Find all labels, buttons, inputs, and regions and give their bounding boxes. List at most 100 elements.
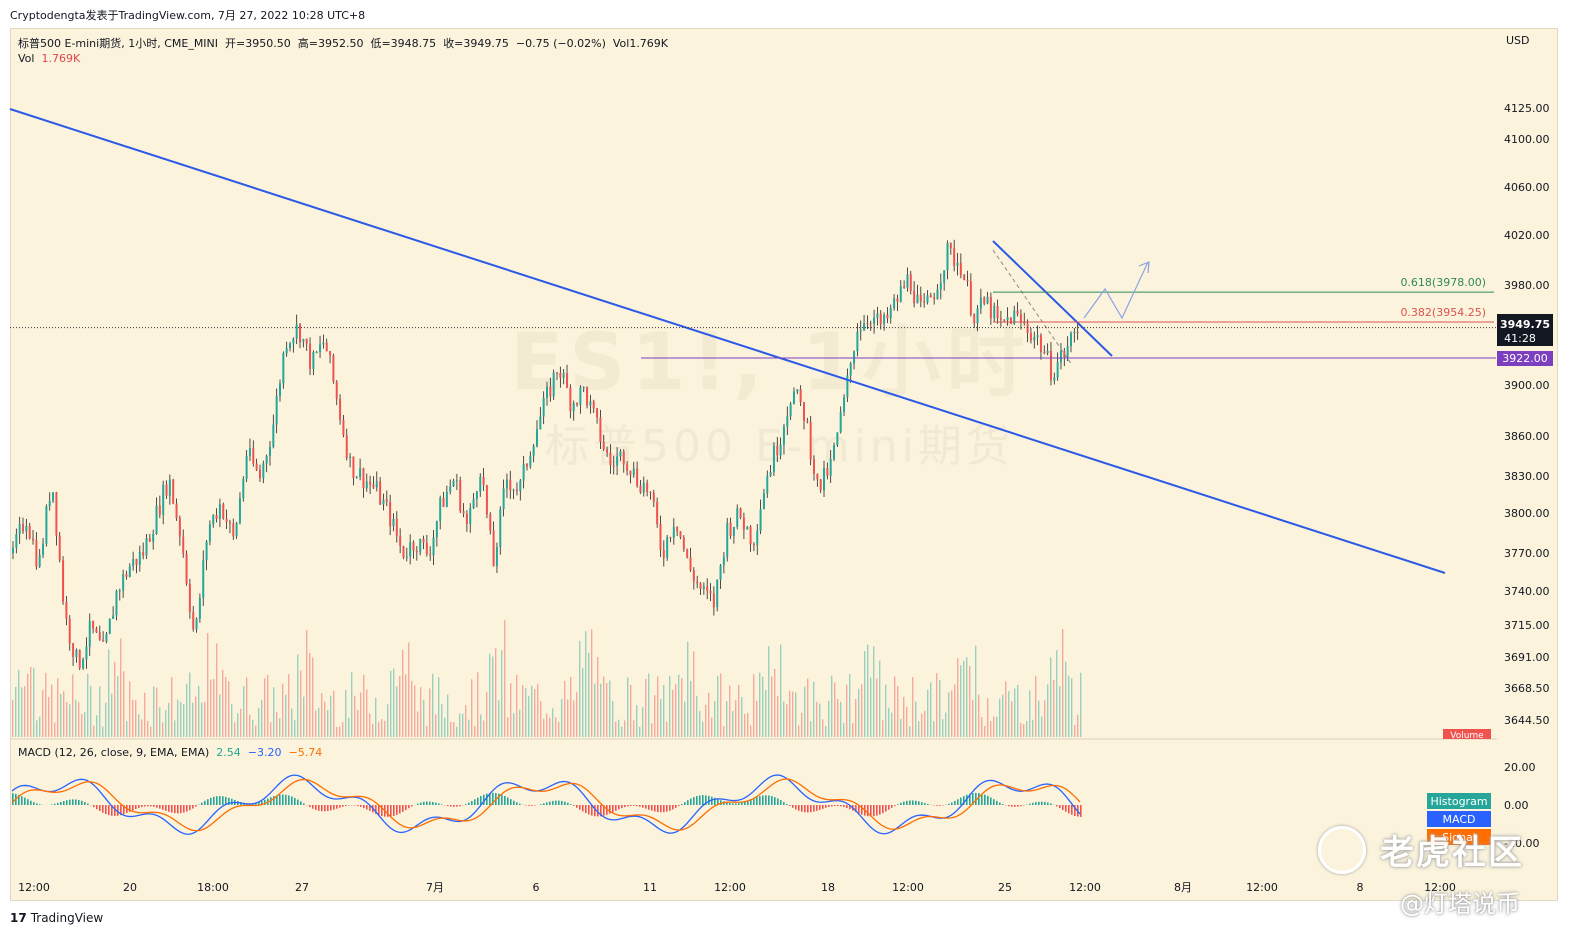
- macd-histogram-bar: [789, 805, 791, 806]
- macd-legend-box: [1427, 829, 1491, 845]
- volume-bar: [786, 704, 788, 737]
- volume-bar: [480, 714, 482, 737]
- volume-bar: [318, 707, 320, 737]
- macd-histogram-bar: [417, 803, 419, 805]
- macd-histogram-bar: [720, 800, 722, 805]
- volume-bar: [801, 712, 803, 737]
- volume-bar: [846, 684, 848, 737]
- macd-histogram-bar: [330, 805, 332, 811]
- macd-histogram-bar: [159, 805, 161, 809]
- candle-body: [626, 464, 629, 471]
- volume-bar: [903, 696, 905, 737]
- volume-bar: [225, 677, 227, 737]
- macd-histogram-bar: [807, 805, 809, 813]
- volume-bar: [1011, 701, 1013, 737]
- volume-bar: [108, 649, 110, 737]
- volume-bar: [1008, 691, 1010, 737]
- macd-histogram-bar: [75, 799, 77, 805]
- candle-body: [195, 618, 198, 630]
- candle-body: [976, 308, 979, 324]
- volume-bar: [933, 721, 935, 737]
- volume-bar: [942, 719, 944, 737]
- volume-bar: [360, 692, 362, 737]
- volume-bar: [774, 669, 776, 737]
- candle-body: [619, 451, 622, 457]
- volume-bar: [876, 678, 878, 737]
- candle-body: [322, 342, 325, 345]
- candle-body: [479, 476, 482, 492]
- volume-bar: [273, 687, 275, 737]
- macd-histogram-bar: [741, 802, 743, 805]
- macd-histogram-bar: [195, 805, 197, 807]
- volume-bar: [399, 676, 401, 737]
- candle-body: [873, 317, 876, 324]
- candle-body: [22, 524, 25, 532]
- volume-bar: [684, 701, 686, 737]
- volume-bar: [519, 709, 521, 737]
- macd-histogram-bar: [738, 803, 740, 805]
- candle-body: [679, 531, 682, 538]
- volume-bar: [636, 705, 638, 737]
- candle-body: [999, 318, 1002, 320]
- macd-histogram-bar: [978, 793, 980, 805]
- volume-bar: [27, 673, 29, 737]
- macd-histogram-bar: [1062, 805, 1064, 810]
- macd-histogram-bar: [819, 805, 821, 810]
- candle-body: [883, 314, 886, 325]
- macd-histogram-bar: [111, 805, 113, 816]
- candle-body: [78, 649, 81, 669]
- candle-body: [1019, 314, 1022, 322]
- volume-bar: [579, 640, 581, 737]
- volume-bar: [681, 678, 683, 737]
- volume-bar: [216, 643, 218, 737]
- macd-histogram-bar: [861, 805, 863, 815]
- macd-histogram-bar: [831, 805, 833, 807]
- volume-bar: [69, 704, 71, 737]
- candle-body: [258, 469, 261, 479]
- candle-body: [863, 323, 866, 331]
- tradingview-logo-text: TradingView: [30, 911, 104, 925]
- chart-panel[interactable]: [10, 28, 1558, 901]
- volume-bar: [525, 688, 527, 737]
- candle-body: [919, 294, 922, 302]
- volume-bar: [690, 680, 692, 737]
- volume-bar: [48, 696, 50, 737]
- volume-bar: [930, 682, 932, 737]
- volume-bar: [1038, 700, 1040, 737]
- candle-body: [576, 403, 579, 405]
- candle-body: [472, 498, 475, 509]
- candle-body: [379, 481, 382, 505]
- macd-histogram-bar: [912, 800, 914, 805]
- candle-body: [332, 355, 335, 382]
- candle-body: [782, 426, 785, 445]
- macd-histogram-bar: [324, 805, 326, 812]
- macd-histogram-bar: [588, 805, 590, 815]
- candle-body: [342, 419, 345, 436]
- volume-bar: [195, 696, 197, 737]
- time-tick-label: 12:00: [1246, 881, 1278, 894]
- candle-body: [719, 565, 722, 580]
- volume-bar: [768, 646, 770, 737]
- volume-bar: [939, 679, 941, 737]
- candle-body: [732, 526, 735, 537]
- candle-body: [869, 323, 872, 325]
- candle-body: [866, 323, 869, 325]
- macd-histogram-bar: [534, 805, 536, 806]
- volume-bar: [324, 701, 326, 737]
- volume-bar: [717, 675, 719, 737]
- candle-body: [205, 541, 208, 561]
- candle-body: [365, 481, 368, 489]
- volume-bar: [975, 645, 977, 737]
- macd-histogram-bar: [786, 803, 788, 805]
- macd-histogram-bar: [396, 805, 398, 815]
- candle-body: [385, 499, 388, 503]
- volume-bar: [984, 725, 986, 737]
- volume-bar: [915, 701, 917, 737]
- candle-body: [462, 511, 465, 514]
- candle-body: [572, 403, 575, 412]
- tradingview-logo[interactable]: 17 TradingView: [10, 911, 103, 925]
- volume-bar: [537, 683, 539, 737]
- macd-histogram-bar: [585, 805, 587, 814]
- macd-histogram-bar: [135, 805, 137, 810]
